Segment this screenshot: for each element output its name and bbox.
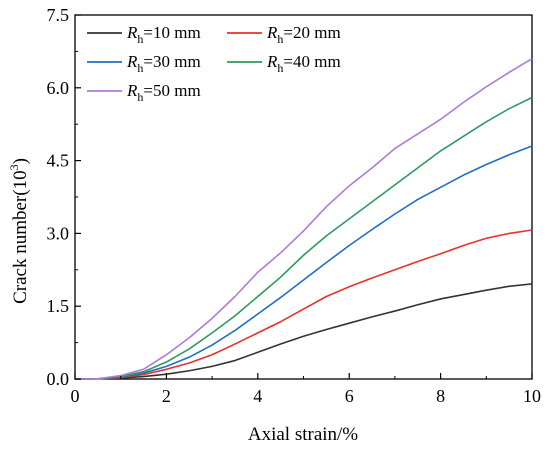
legend-label: Rh=10 mm [126,23,201,46]
x-tick-label: 2 [162,386,171,406]
y-tick-label: 4.5 [47,151,70,171]
x-tick-label: 4 [253,386,262,406]
y-tick-label: 6.0 [47,78,70,98]
legend-label: Rh=20 mm [266,23,341,46]
legend-label: Rh=40 mm [266,52,341,75]
legend-label: Rh=30 mm [126,52,201,75]
y-axis-title-main: Crack number(10 [10,170,31,303]
x-tick-label: 10 [523,386,541,406]
y-tick-label: 1.5 [47,296,70,316]
series-line-3 [74,145,533,380]
x-tick-label: 0 [71,386,80,406]
series-line-5 [74,57,533,380]
y-tick-label: 3.0 [47,223,70,243]
legend: Rh=10 mm Rh=20 mm Rh=30 mm Rh=40 mm Rh=50 mm [87,23,341,104]
legend-item-1: Rh=10 mm [87,23,201,46]
legend-item-3: Rh=30 mm [87,52,201,75]
legend-label: Rh=50 mm [126,81,201,104]
series-layer [74,57,533,380]
legend-item-4: Rh=40 mm [227,52,341,75]
series-line-4 [74,96,533,380]
y-tick-label: 7.5 [47,5,70,25]
y-axis-title-exponent: 3 [7,164,21,170]
x-axis-title: Axial strain/% [248,424,358,445]
ticks-layer: 0 2 4 6 8 10 0.0 1.5 3.0 4.5 6.0 7.5 [47,5,542,406]
series-line-1 [74,283,533,380]
legend-item-5: Rh=50 mm [87,81,201,104]
y-tick-label: 0.0 [47,369,70,389]
legend-item-2: Rh=20 mm [227,23,341,46]
x-tick-label: 6 [345,386,354,406]
y-axis-title: Crack number(103) [7,158,31,304]
series-line-2 [74,229,533,380]
y-axis-title-close: ) [10,158,31,164]
x-tick-label: 8 [436,386,445,406]
